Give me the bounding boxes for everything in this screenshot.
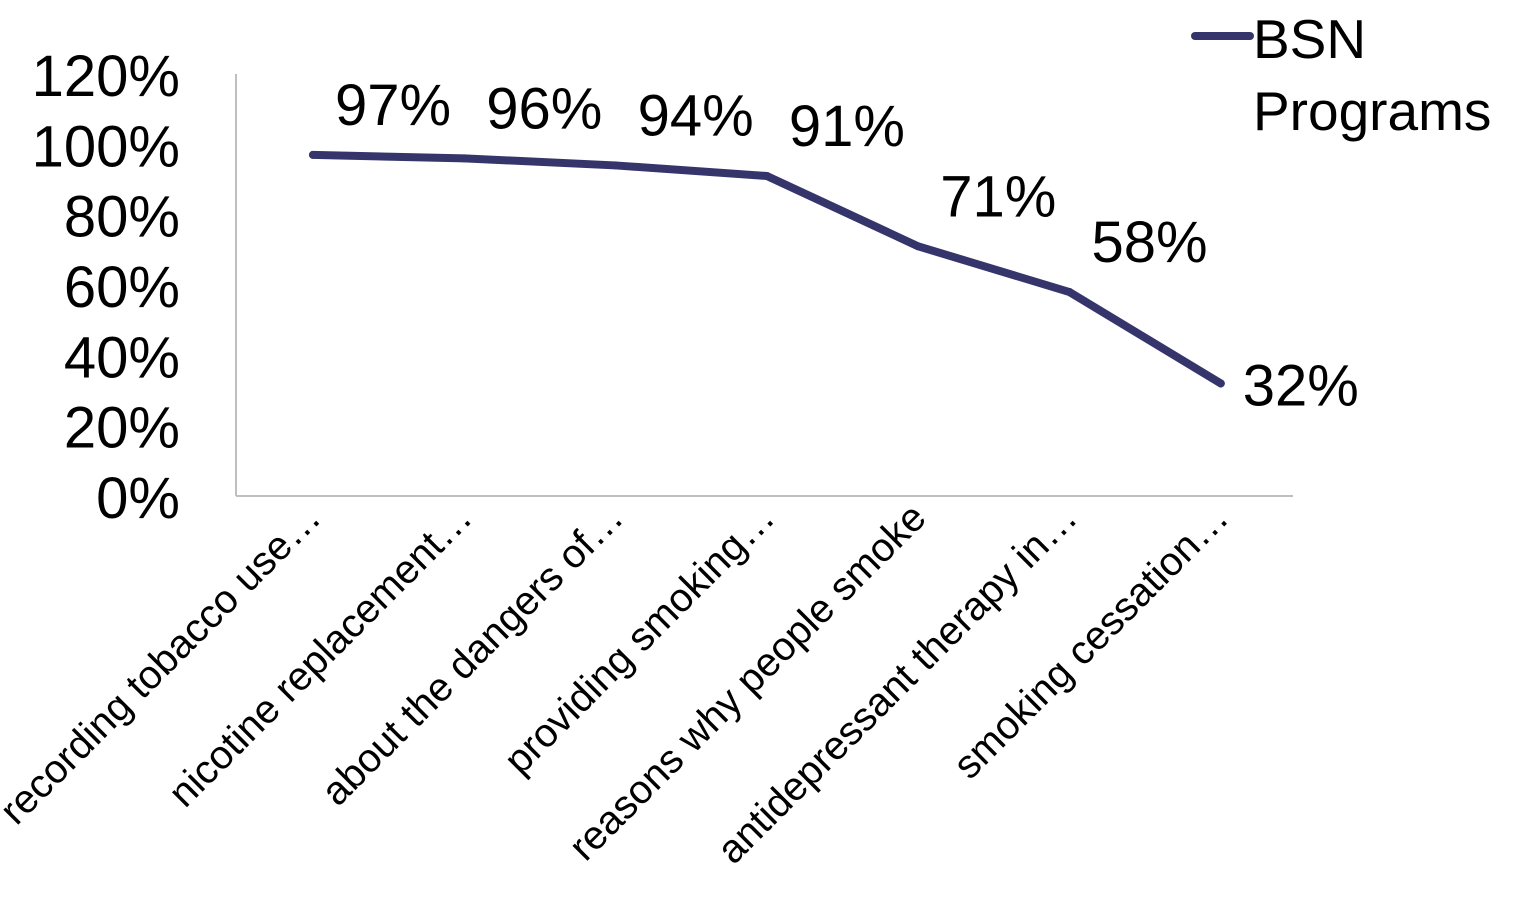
data-label: 91%	[789, 94, 905, 159]
data-point	[762, 171, 771, 180]
y-tick-label: 40%	[64, 325, 180, 390]
legend: BSN Programs	[1191, 8, 1491, 142]
series-line	[309, 150, 1225, 388]
data-label: 71%	[940, 164, 1056, 229]
x-tick-label: about the dangers of…	[313, 495, 632, 814]
legend-label-line2: Programs	[1253, 80, 1491, 142]
legend-label-line1: BSN	[1253, 8, 1366, 70]
data-point	[914, 242, 923, 251]
data-label: 58%	[1092, 210, 1208, 275]
y-tick-label: 20%	[64, 396, 180, 461]
data-point	[1216, 379, 1225, 388]
data-point	[611, 161, 620, 170]
series-layer	[309, 150, 1225, 388]
data-point	[1065, 288, 1074, 297]
x-tick-label: providing smoking…	[496, 495, 783, 782]
y-tick-label: 0%	[96, 466, 180, 531]
y-tick-label: 80%	[64, 185, 180, 250]
data-point	[460, 154, 469, 163]
y-tick-label: 60%	[64, 255, 180, 320]
x-tick-label: nicotine replacement…	[160, 495, 480, 815]
data-labels: 97% 96% 94% 91% 71% 58% 32%	[335, 73, 1359, 419]
data-label: 32%	[1243, 353, 1359, 418]
data-label: 94%	[638, 83, 754, 148]
data-label: 97%	[335, 73, 451, 138]
y-tick-label: 100%	[32, 114, 180, 179]
data-point	[309, 150, 317, 159]
x-axis-tick-labels: recording tobacco use…nicotine replaceme…	[0, 495, 1237, 872]
y-tick-label: 120%	[32, 44, 180, 109]
data-label: 96%	[486, 76, 602, 141]
x-tick-label: smoking cessation…	[945, 495, 1237, 787]
y-axis-tick-labels: 120%100%80%60%40%20%0%	[32, 44, 180, 531]
